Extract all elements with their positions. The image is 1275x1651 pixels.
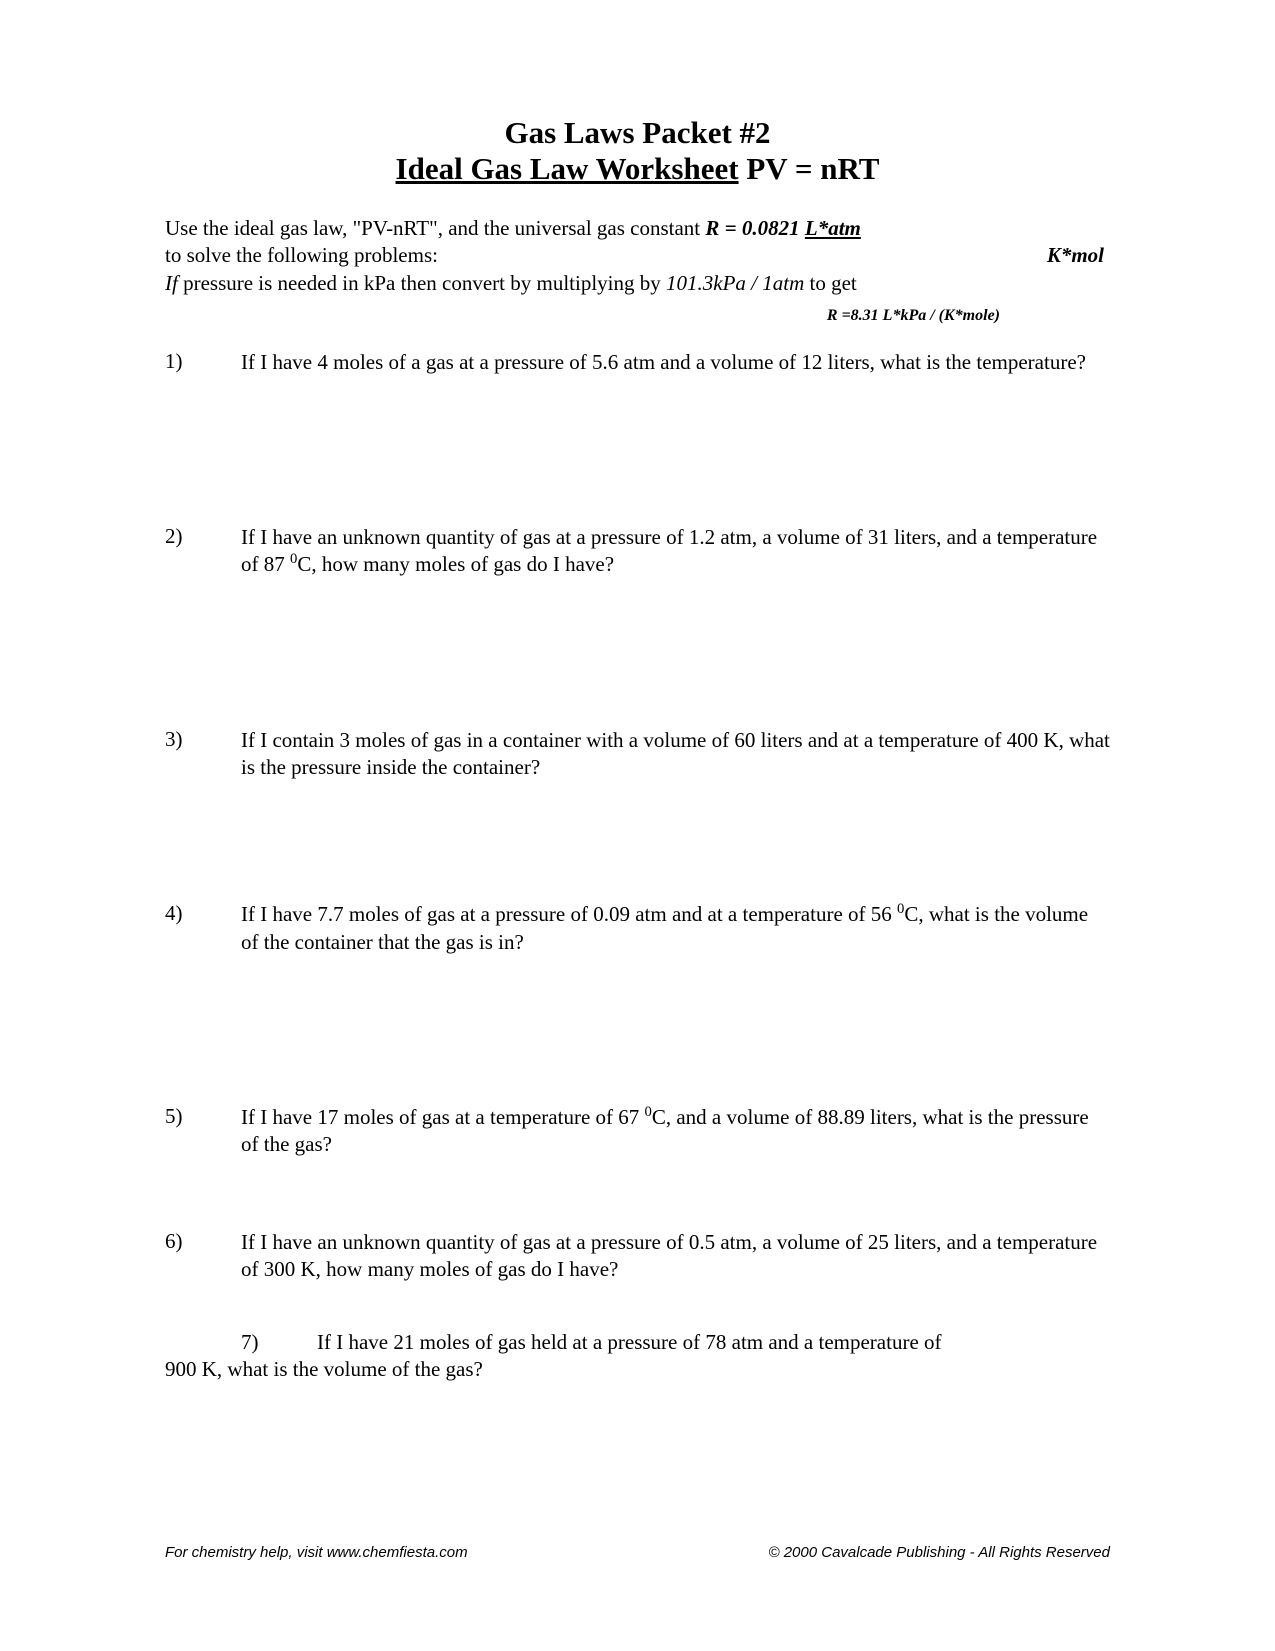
problem-2: 2)If I have an unknown quantity of gas a… [165, 524, 1110, 579]
problem-text: If I have 17 moles of gas at a temperatu… [241, 1104, 1110, 1159]
intro-r-alt: R =8.31 L*kPa / (K*mole) [165, 307, 1110, 325]
problem-7-num: 7) [241, 1329, 317, 1356]
problem-text: If I contain 3 moles of gas in a contain… [241, 727, 1110, 782]
title-underlined: Ideal Gas Law Worksheet [396, 151, 739, 186]
intro-text2: to solve the following problems: [165, 242, 438, 269]
degree-superscript: 0 [897, 901, 904, 917]
intro-left1: Use the ideal gas law, "PV-nRT", and the… [165, 215, 861, 242]
degree-superscript: 0 [290, 551, 297, 567]
problem-text: If I have an unknown quantity of gas at … [241, 524, 1110, 579]
intro-mid: pressure is needed in kPa then convert b… [178, 271, 666, 295]
problem-5: 5)If I have 17 moles of gas at a tempera… [165, 1104, 1110, 1159]
problem-num: 1) [165, 349, 241, 376]
intro-frac-bot: K*mol [1047, 242, 1104, 269]
title-block: Gas Laws Packet #2 Ideal Gas Law Workshe… [165, 115, 1110, 187]
intro-text1: Use the ideal gas law, "PV-nRT", and the… [165, 216, 705, 240]
title-line2: Ideal Gas Law Worksheet PV = nRT [165, 151, 1110, 187]
intro-frac-top: L*atm [805, 216, 861, 240]
problem-7-indent [165, 1329, 241, 1356]
degree-superscript: 0 [645, 1104, 652, 1120]
problem-gap [165, 579, 1110, 727]
problem-num: 3) [165, 727, 241, 782]
problem-3: 3)If I contain 3 moles of gas in a conta… [165, 727, 1110, 782]
title-line1: Gas Laws Packet #2 [165, 115, 1110, 151]
problem-4: 4)If I have 7.7 moles of gas at a pressu… [165, 901, 1110, 956]
intro-row3: If pressure is needed in kPa then conver… [165, 270, 1110, 297]
problem-1: 1)If I have 4 moles of a gas at a pressu… [165, 349, 1110, 376]
problem-gap [165, 1159, 1110, 1229]
intro-if: If [165, 271, 178, 295]
problem-text: If I have 7.7 moles of gas at a pressure… [241, 901, 1110, 956]
problem-gap [165, 781, 1110, 901]
intro-block: Use the ideal gas law, "PV-nRT", and the… [165, 215, 1110, 297]
intro-conv: 101.3kPa / 1atm [666, 271, 804, 295]
intro-const: R = 0.0821 [705, 216, 804, 240]
problem-text: If I have an unknown quantity of gas at … [241, 1229, 1110, 1284]
problem-num: 5) [165, 1104, 241, 1159]
problem-6: 6)If I have an unknown quantity of gas a… [165, 1229, 1110, 1284]
problem-7-line1: 7) If I have 21 moles of gas held at a p… [165, 1329, 1110, 1356]
problem-num: 6) [165, 1229, 241, 1284]
footer: For chemistry help, visit www.chemfiesta… [165, 1544, 1110, 1561]
problem-gap [165, 956, 1110, 1104]
problem-7-text1: If I have 21 moles of gas held at a pres… [317, 1329, 942, 1356]
intro-end: to get [804, 271, 857, 295]
problem-text: If I have 4 moles of a gas at a pressure… [241, 349, 1110, 376]
problem-gap [165, 1283, 1110, 1329]
footer-right: © 2000 Cavalcade Publishing - All Rights… [768, 1544, 1110, 1561]
footer-left: For chemistry help, visit www.chemfiesta… [165, 1544, 468, 1561]
problem-num: 4) [165, 901, 241, 956]
problem-gap [165, 376, 1110, 524]
problem-7-wrap: 7) If I have 21 moles of gas held at a p… [165, 1329, 1110, 1384]
problem-7-text2: 900 K, what is the volume of the gas? [165, 1356, 1110, 1383]
problem-num: 2) [165, 524, 241, 579]
problems-list: 1)If I have 4 moles of a gas at a pressu… [165, 349, 1110, 1329]
intro-row2: to solve the following problems: K*mol [165, 242, 1110, 269]
intro-row1: Use the ideal gas law, "PV-nRT", and the… [165, 215, 1110, 242]
title-equation: PV = nRT [739, 151, 880, 186]
